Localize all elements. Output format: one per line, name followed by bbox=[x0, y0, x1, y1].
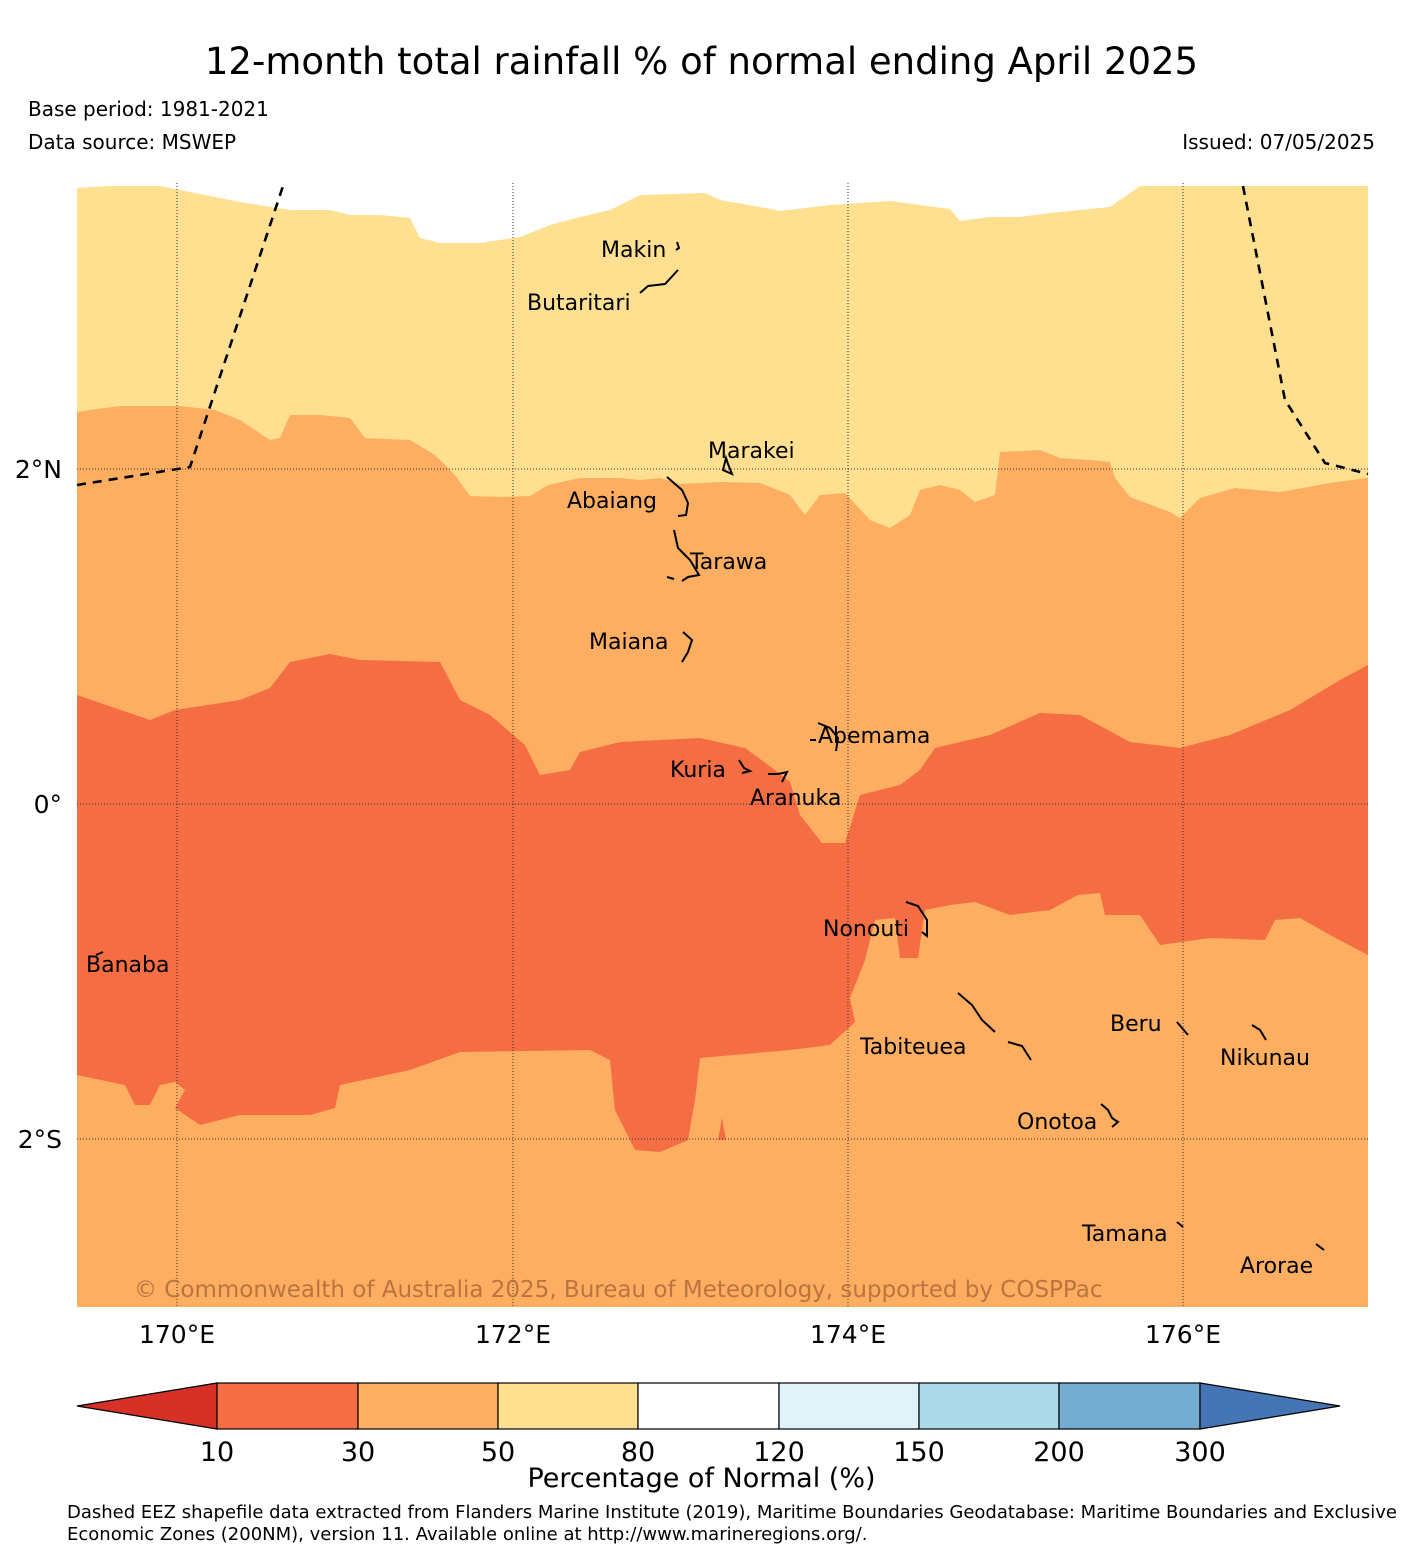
island-outlines bbox=[95, 241, 1325, 1251]
banaba-outline bbox=[95, 951, 104, 956]
map-title: 12-month total rainfall % of normal endi… bbox=[204, 40, 1199, 83]
colorbar-segment-80-120 bbox=[637, 1382, 780, 1430]
tabiteuea-outline bbox=[957, 992, 1032, 1061]
lat-label-2s: 2°S bbox=[18, 1125, 62, 1154]
tamana-outline bbox=[1176, 1221, 1184, 1228]
latitude-labels: 2°N 0° 2°S bbox=[15, 455, 62, 1154]
butaritari-outline bbox=[639, 269, 679, 294]
abaiang-outline bbox=[666, 476, 690, 517]
island-label-abaiang: Abaiang bbox=[567, 489, 657, 514]
colorbar-segments bbox=[76, 1382, 1341, 1430]
colorbar-segment-120-150 bbox=[778, 1382, 920, 1430]
base-period: Base period: 1981-2021 bbox=[28, 97, 269, 121]
onotoa-outline bbox=[1100, 1103, 1120, 1128]
island-label-maiana: Maiana bbox=[589, 630, 668, 655]
region-80-120 bbox=[77, 183, 1368, 243]
colorbar-tick-80: 80 bbox=[621, 1437, 655, 1468]
eez-boundary-west bbox=[76, 185, 285, 487]
data-source: Data source: MSWEP bbox=[28, 130, 237, 154]
issued-date: Issued: 07/05/2025 bbox=[1182, 130, 1375, 154]
longitude-labels: 170°E 172°E 174°E 176°E bbox=[139, 1320, 1221, 1349]
island-label-nonouti: Nonouti bbox=[823, 917, 909, 942]
colorbar-tick-300: 300 bbox=[1174, 1437, 1226, 1468]
abemama-outline bbox=[810, 722, 840, 752]
colorbar-title: Percentage of Normal (%) bbox=[527, 1463, 876, 1494]
colorbar-segment-50-80 bbox=[497, 1382, 639, 1430]
lon-label-170e: 170°E bbox=[139, 1320, 215, 1349]
kuria-outline bbox=[738, 759, 753, 774]
island-labels: Makin Butaritari Marakei Abaiang Tarawa … bbox=[86, 238, 1313, 1279]
arorae-outline bbox=[1315, 1243, 1325, 1251]
colorbar-segment-200-300 bbox=[1058, 1382, 1201, 1430]
nikunau-outline bbox=[1251, 1024, 1267, 1041]
island-label-onotoa: Onotoa bbox=[1017, 1110, 1097, 1135]
beru-outline bbox=[1176, 1021, 1189, 1036]
colorbar-extend-low bbox=[76, 1382, 218, 1430]
aranuka-outline bbox=[768, 770, 789, 783]
region-50-80 bbox=[77, 183, 1368, 528]
tarawa-outline bbox=[666, 529, 701, 582]
island-label-abemama: Abemama bbox=[818, 724, 930, 749]
copyright-notice: © Commonwealth of Australia 2025, Bureau… bbox=[134, 1277, 1103, 1303]
colorbar-tick-10: 10 bbox=[200, 1437, 234, 1468]
map-regions bbox=[77, 183, 1368, 1307]
island-label-marakei: Marakei bbox=[708, 439, 795, 464]
island-label-makin: Makin bbox=[601, 238, 666, 263]
nonouti-outline bbox=[905, 901, 928, 939]
lat-label-0: 0° bbox=[34, 790, 62, 819]
island-label-banaba: Banaba bbox=[86, 953, 169, 978]
lon-label-174e: 174°E bbox=[810, 1320, 886, 1349]
footnote: Dashed EEZ shapefile data extracted from… bbox=[67, 1502, 1397, 1545]
colorbar-tick-150: 150 bbox=[893, 1437, 945, 1468]
colorbar-tick-30: 30 bbox=[341, 1437, 375, 1468]
colorbar-segment-150-200 bbox=[918, 1382, 1060, 1430]
island-label-kuria: Kuria bbox=[670, 758, 726, 783]
island-label-tabiteuea: Tabiteuea bbox=[859, 1035, 966, 1060]
island-label-tamana: Tamana bbox=[1081, 1222, 1168, 1247]
region-10-30-spot bbox=[718, 1118, 726, 1140]
lat-label-2n: 2°N bbox=[15, 455, 62, 484]
island-label-beru: Beru bbox=[1110, 1012, 1162, 1037]
colorbar-segment-10-30 bbox=[216, 1382, 359, 1430]
graticule bbox=[77, 183, 1368, 1307]
island-label-nikunau: Nikunau bbox=[1220, 1046, 1310, 1071]
lon-label-176e: 176°E bbox=[1145, 1320, 1221, 1349]
maiana-outline bbox=[681, 631, 694, 663]
island-label-butaritari: Butaritari bbox=[527, 291, 631, 316]
island-label-tarawa: Tarawa bbox=[689, 550, 767, 575]
colorbar-segment-30-50 bbox=[357, 1382, 499, 1430]
marakei-outline bbox=[721, 454, 734, 476]
colorbar-tick-120: 120 bbox=[753, 1437, 805, 1468]
eez-boundary bbox=[76, 185, 1369, 487]
makin-outline bbox=[675, 241, 681, 251]
colorbar-ticks: 10 30 50 80 120 150 200 300 bbox=[200, 1437, 1226, 1468]
island-label-aranuka: Aranuka bbox=[750, 786, 841, 811]
colorbar-tick-50: 50 bbox=[481, 1437, 515, 1468]
lon-label-172e: 172°E bbox=[475, 1320, 551, 1349]
region-10-30 bbox=[77, 654, 1368, 1152]
colorbar-tick-200: 200 bbox=[1033, 1437, 1085, 1468]
colorbar-extend-high bbox=[1199, 1382, 1341, 1430]
island-label-arorae: Arorae bbox=[1240, 1254, 1313, 1279]
